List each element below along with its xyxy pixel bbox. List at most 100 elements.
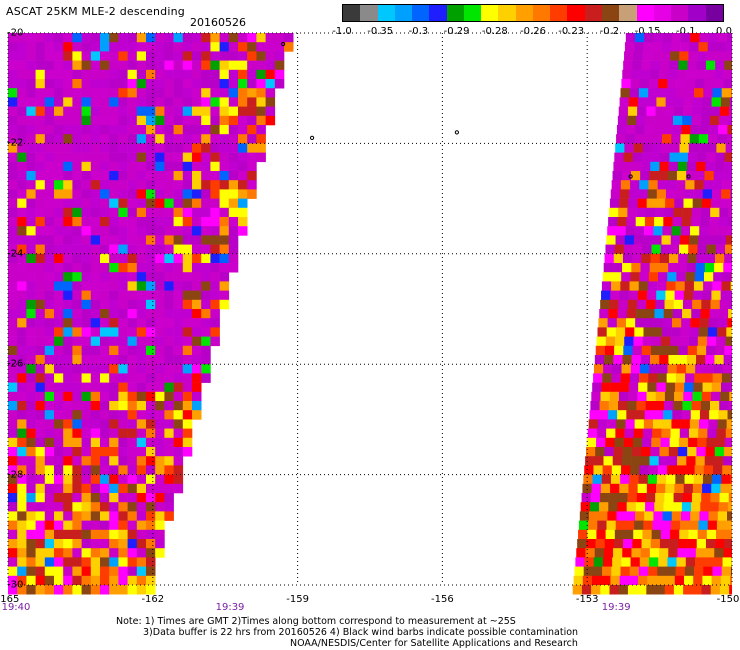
- data-cell: [109, 465, 119, 475]
- data-cell: [684, 566, 695, 577]
- data-cell: [699, 410, 710, 420]
- data-cell: [652, 235, 662, 245]
- data-cell: [173, 143, 184, 153]
- data-cell: [630, 364, 641, 374]
- data-cell: [118, 198, 128, 209]
- data-cell: [136, 217, 147, 227]
- data-cell: [210, 253, 220, 264]
- data-cell: [127, 465, 138, 475]
- data-cell: [164, 69, 174, 80]
- data-cell: [100, 171, 110, 181]
- data-cell: [146, 364, 156, 374]
- data-cell: [238, 152, 248, 163]
- data-cell: [607, 511, 617, 521]
- data-cell: [118, 585, 128, 595]
- data-cell: [26, 447, 36, 457]
- data-cell: [238, 143, 248, 153]
- data-cell: [35, 97, 46, 107]
- data-cell: [247, 115, 257, 126]
- data-cell: [100, 327, 110, 337]
- data-cell: [622, 355, 632, 365]
- data-cell: [201, 235, 211, 245]
- data-cell: [613, 355, 623, 365]
- data-cell: [580, 502, 591, 512]
- date-label: 20160526: [190, 16, 246, 29]
- data-cell: [661, 327, 672, 337]
- data-cell: [655, 207, 665, 218]
- data-cell: [622, 263, 632, 273]
- data-cell: [574, 566, 584, 577]
- data-cell: [692, 106, 702, 117]
- data-cell: [63, 474, 73, 485]
- data-cell: [687, 152, 698, 163]
- data-cell: [17, 125, 27, 135]
- data-cell: [100, 465, 110, 475]
- data-cell: [8, 474, 18, 485]
- data-cell: [90, 437, 101, 448]
- data-cell: [704, 364, 714, 374]
- data-cell: [100, 106, 110, 117]
- data-cell: [146, 207, 156, 218]
- data-cell: [707, 42, 718, 52]
- data-cell: [701, 585, 712, 595]
- data-cell: [663, 502, 673, 512]
- data-cell: [691, 207, 702, 218]
- data-cell: [697, 51, 708, 61]
- data-cell: [247, 152, 257, 163]
- data-cell: [585, 548, 595, 558]
- data-cell: [182, 88, 193, 98]
- data-cell: [247, 125, 257, 135]
- data-cell: [127, 327, 138, 337]
- data-cell: [54, 253, 64, 264]
- data-cell: [627, 106, 638, 117]
- data-cell: [201, 97, 211, 107]
- data-cell: [710, 585, 721, 595]
- data-cell: [109, 217, 119, 227]
- lat-tick-label: -28: [7, 469, 24, 481]
- data-cell: [655, 106, 666, 117]
- data-cell: [192, 115, 202, 126]
- data-cell: [26, 88, 36, 98]
- data-cell: [155, 391, 165, 402]
- data-cell: [54, 419, 64, 429]
- island-marker: [628, 174, 633, 179]
- data-cell: [26, 355, 36, 365]
- data-cell: [657, 88, 667, 98]
- data-cell: [274, 60, 285, 71]
- data-cell: [109, 382, 119, 393]
- data-cell: [136, 235, 147, 245]
- data-cell: [238, 161, 248, 172]
- data-cell: [597, 327, 607, 337]
- data-cell: [238, 171, 248, 181]
- data-cell: [219, 281, 230, 291]
- data-cell: [182, 428, 193, 439]
- data-cell: [72, 557, 82, 567]
- data-cell: [90, 483, 101, 494]
- data-cell: [8, 327, 18, 337]
- data-cell: [192, 263, 202, 273]
- data-cell: [8, 529, 18, 540]
- data-cell: [54, 483, 64, 494]
- data-cell: [651, 437, 661, 448]
- data-cell: [694, 180, 704, 190]
- data-cell: [54, 217, 64, 227]
- data-cell: [219, 69, 230, 80]
- data-cell: [155, 511, 165, 521]
- data-cell: [653, 33, 663, 43]
- data-cell: [691, 309, 701, 319]
- data-cell: [35, 327, 46, 337]
- data-cell: [44, 447, 55, 457]
- data-cell: [678, 437, 689, 448]
- data-cell: [664, 299, 675, 310]
- data-cell: [688, 51, 698, 61]
- data-cell: [638, 189, 648, 199]
- data-cell: [109, 281, 119, 291]
- data-cell: [689, 42, 699, 52]
- data-cell: [210, 299, 220, 310]
- data-cell: [625, 226, 636, 236]
- data-cell: [629, 373, 640, 383]
- data-cell: [219, 272, 230, 282]
- data-cell: [146, 511, 156, 521]
- data-cell: [645, 115, 655, 126]
- data-cell: [680, 520, 690, 531]
